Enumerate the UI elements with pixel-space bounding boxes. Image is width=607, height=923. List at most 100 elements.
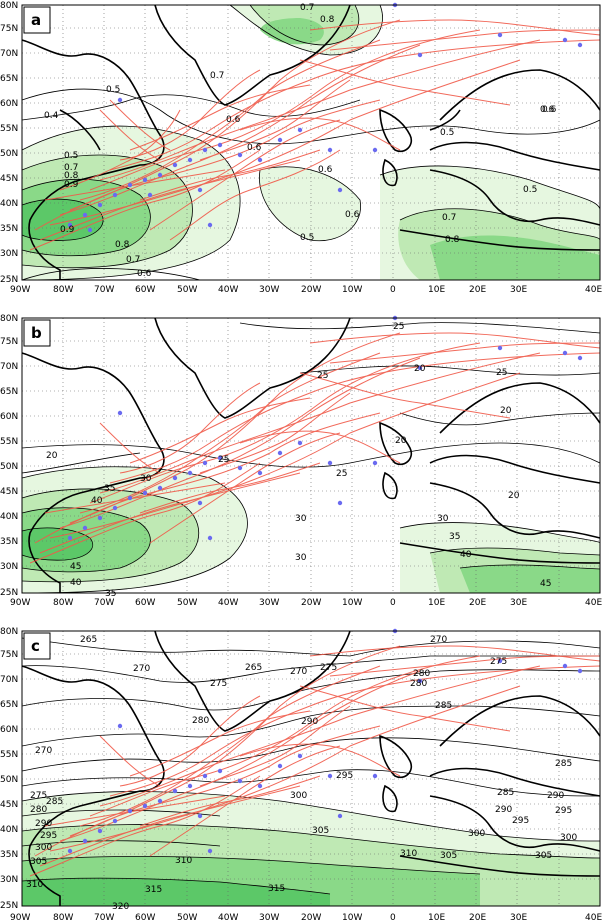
- contour-label: 0.4: [44, 111, 59, 121]
- contour-label: 270: [35, 746, 52, 756]
- contour-label: 0.6: [542, 105, 557, 115]
- contour-label: 25: [218, 455, 229, 465]
- svg-text:65N: 65N: [0, 74, 18, 84]
- contour-label: 285: [497, 788, 514, 798]
- svg-text:70N: 70N: [0, 362, 18, 372]
- svg-text:20E: 20E: [469, 285, 486, 293]
- panel-c: 265 270 265 270 275 280 270 275 280 275 …: [0, 626, 607, 923]
- svg-text:65N: 65N: [0, 700, 18, 710]
- svg-text:60N: 60N: [0, 412, 18, 422]
- contour-label: 0.6: [345, 210, 360, 220]
- svg-text:25N: 25N: [0, 901, 18, 911]
- svg-text:70W: 70W: [94, 913, 114, 923]
- svg-text:20W: 20W: [301, 285, 321, 293]
- svg-text:30N: 30N: [0, 249, 18, 259]
- svg-text:80W: 80W: [53, 598, 73, 606]
- contour-label: 0.7: [300, 3, 314, 13]
- contour-label: 315: [145, 885, 162, 895]
- map-c-frame: [21, 630, 601, 907]
- svg-text:75N: 75N: [0, 24, 18, 34]
- contour-label: 40: [460, 550, 472, 560]
- map-a-coastlines: [21, 4, 601, 280]
- contour-label: 0.9: [60, 225, 75, 235]
- contour-label: 0.9: [64, 180, 79, 190]
- svg-text:70W: 70W: [94, 285, 114, 293]
- contour-label: 295: [512, 816, 529, 826]
- svg-text:30N: 30N: [0, 875, 18, 885]
- svg-text:40E: 40E: [585, 285, 602, 293]
- svg-text:40W: 40W: [218, 913, 238, 923]
- contour-label: 0.8: [445, 235, 460, 245]
- map-a: 0.7 0.8 0.7 0.5 0.6 0.4 0.5 0.7 0.8 0.9 …: [0, 1, 602, 293]
- contour-label: 0.8: [64, 171, 79, 181]
- map-a-y-ticks: 80N 75N 70N 65N 60N 55N 50N 45N 40N 35N …: [0, 1, 18, 285]
- contour-label: 310: [175, 856, 192, 866]
- svg-text:30W: 30W: [259, 285, 279, 293]
- map-c-tracks: [29, 645, 601, 877]
- map-a-tracks: [29, 19, 601, 251]
- map-b-x-ticks: 90W 80W 70W 60W 50W 40W 30W 20W 10W 0 10…: [10, 598, 602, 606]
- contour-label: 295: [40, 831, 57, 841]
- svg-text:20W: 20W: [301, 598, 321, 606]
- panel-b-label: b: [31, 324, 42, 342]
- contour-label: 305: [312, 826, 329, 836]
- contour-label: 305: [30, 857, 47, 867]
- svg-text:30E: 30E: [510, 598, 527, 606]
- svg-text:90W: 90W: [10, 913, 30, 923]
- contour-label: 290: [301, 717, 318, 727]
- contour-label: 20: [508, 491, 520, 501]
- contour-label: 25: [496, 368, 507, 378]
- contour-label: 270: [430, 635, 447, 645]
- panel-a-label-box: [23, 6, 51, 34]
- svg-text:50N: 50N: [0, 775, 18, 785]
- contour-label: 290: [495, 805, 512, 815]
- map-b-frame: [21, 317, 601, 594]
- contour-label: 30: [295, 514, 307, 524]
- contour-label: 300: [35, 843, 52, 853]
- svg-text:55N: 55N: [0, 750, 18, 760]
- svg-text:0: 0: [390, 285, 396, 293]
- contour-label: 305: [535, 851, 552, 861]
- svg-text:80N: 80N: [0, 627, 18, 637]
- svg-text:40W: 40W: [218, 285, 238, 293]
- svg-text:0: 0: [390, 598, 396, 606]
- contour-label: 275: [30, 791, 47, 801]
- panel-c-label-box: [23, 632, 51, 660]
- svg-text:75N: 75N: [0, 650, 18, 660]
- svg-text:30W: 30W: [259, 598, 279, 606]
- contour-label: 0.6: [318, 165, 333, 175]
- svg-text:60W: 60W: [135, 285, 155, 293]
- contour-label: 0.6: [247, 143, 262, 153]
- svg-text:80W: 80W: [53, 285, 73, 293]
- map-a-x-ticks: 90W 80W 70W 60W 50W 40W 30W 20W 10W 0 10…: [10, 285, 602, 293]
- svg-text:50W: 50W: [177, 598, 197, 606]
- contour-label: 0.8: [115, 240, 130, 250]
- map-a-shading: [22, 5, 600, 280]
- svg-text:45N: 45N: [0, 174, 18, 184]
- contour-label: 0.7: [210, 71, 224, 81]
- svg-text:45N: 45N: [0, 800, 18, 810]
- svg-text:90W: 90W: [10, 598, 30, 606]
- map-c: 265 270 265 270 275 280 270 275 280 275 …: [0, 627, 602, 923]
- svg-text:75N: 75N: [0, 337, 18, 347]
- contour-label: 0.6: [137, 269, 152, 279]
- map-c-y-ticks: 80N 75N 70N 65N 60N 55N 50N 45N 40N 35N …: [0, 627, 18, 911]
- svg-text:40E: 40E: [585, 598, 602, 606]
- map-b-genesis-points: [67, 315, 583, 541]
- svg-text:55N: 55N: [0, 437, 18, 447]
- svg-text:30E: 30E: [510, 285, 527, 293]
- svg-text:10W: 10W: [342, 598, 362, 606]
- svg-text:70N: 70N: [0, 49, 18, 59]
- contour-label: 0.5: [64, 151, 78, 161]
- contour-label: 45: [70, 562, 81, 572]
- map-c-contour-labels: 265 270 265 270 275 280 270 275 280 275 …: [26, 635, 577, 912]
- contour-label: 300: [290, 791, 307, 801]
- contour-label: 20: [500, 406, 512, 416]
- svg-text:35N: 35N: [0, 224, 18, 234]
- contour-label: 300: [560, 833, 577, 843]
- contour-label: 310: [26, 880, 43, 890]
- svg-text:20E: 20E: [469, 598, 486, 606]
- svg-text:45N: 45N: [0, 487, 18, 497]
- svg-text:40N: 40N: [0, 825, 18, 835]
- contour-label: 265: [80, 635, 97, 645]
